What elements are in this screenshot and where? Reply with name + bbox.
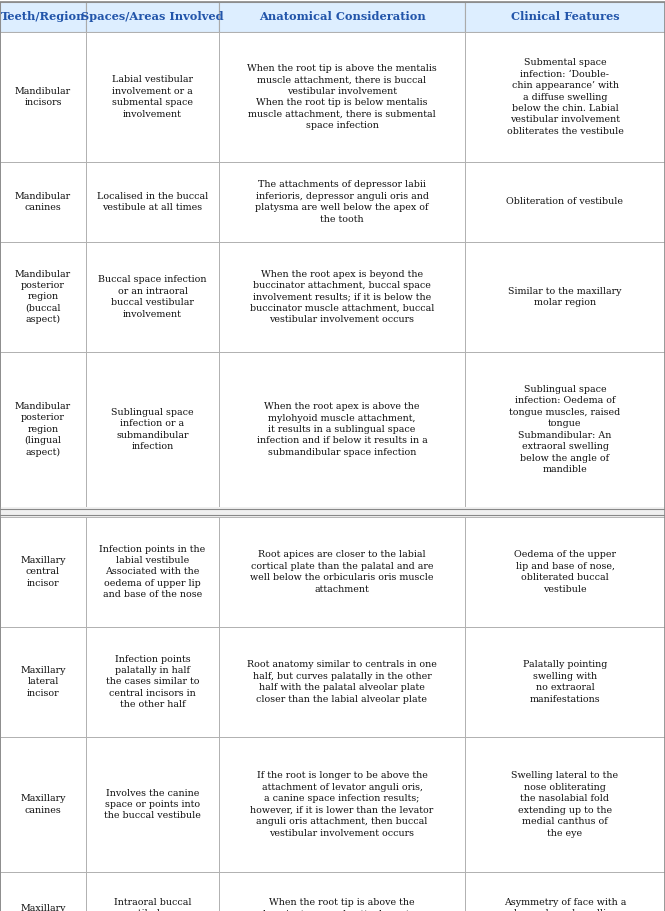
Text: Infection points
palatally in half
the cases similar to
central incisors in
the : Infection points palatally in half the c… [106,655,200,710]
Text: Obliteration of vestibule: Obliteration of vestibule [507,198,624,207]
Text: Sublingual space
infection or a
submandibular
infection: Sublingual space infection or a submandi… [111,408,194,451]
Bar [219,242,465,352]
Bar [465,872,665,911]
Bar [219,517,465,627]
Bar [0,352,86,507]
Bar [465,162,665,242]
Text: Similar to the maxillary
molar region: Similar to the maxillary molar region [508,287,622,307]
Bar [219,737,465,872]
Text: Anatomical Consideration: Anatomical Consideration [259,12,426,23]
Text: When the root apex is beyond the
buccinator attachment, buccal space
involvement: When the root apex is beyond the buccina… [250,270,434,324]
Bar [0,627,86,737]
Bar [0,2,86,32]
Bar [219,627,465,737]
Text: The attachments of depressor labii
inferioris, depressor anguli oris and
platysm: The attachments of depressor labii infer… [255,180,429,224]
Bar [86,32,219,162]
Text: Maxillary
posterior
region: Maxillary posterior region [20,904,66,911]
Text: If the root is longer to be above the
attachment of levator anguli oris,
a canin: If the root is longer to be above the at… [251,772,434,837]
Text: When the root tip is above the
buccinator muscle attachment, a
buccal space infe: When the root tip is above the buccinato… [248,898,436,911]
Text: Mandibular
posterior
region
(lingual
aspect): Mandibular posterior region (lingual asp… [15,402,71,457]
Bar [86,2,219,32]
Text: Mandibular
incisors: Mandibular incisors [15,87,71,107]
Bar [219,2,465,32]
Text: Asymmetry of face with a
dome-shaped swelling
on the cheeks with
periorbital oed: Asymmetry of face with a dome-shaped swe… [504,898,626,911]
Text: Swelling lateral to the
nose obliterating
the nasolabial fold
extending up to th: Swelling lateral to the nose obliteratin… [511,772,618,837]
Text: Submental space
infection: ‘Double-
chin appearance’ with
a diffuse swelling
bel: Submental space infection: ‘Double- chin… [507,58,624,136]
Bar [0,32,86,162]
Text: Spaces/Areas Involved: Spaces/Areas Involved [81,12,224,23]
Bar [219,872,465,911]
Bar [86,627,219,737]
Bar [465,32,665,162]
Bar [465,2,665,32]
Bar [0,737,86,872]
Text: Maxillary
canines: Maxillary canines [20,794,66,814]
Bar [465,352,665,507]
Text: When the root apex is above the
mylohyoid muscle attachment,
it results in a sub: When the root apex is above the mylohyoi… [257,402,428,457]
Bar [86,517,219,627]
Bar [465,517,665,627]
Text: Localised in the buccal
vestibule at all times: Localised in the buccal vestibule at all… [97,192,208,212]
Bar [219,352,465,507]
Bar [86,737,219,872]
Text: Teeth/Region: Teeth/Region [1,12,85,23]
Bar [219,162,465,242]
Text: Buccal space infection
or an intraoral
buccal vestibular
involvement: Buccal space infection or an intraoral b… [98,275,207,319]
Bar [0,162,86,242]
Bar [219,32,465,162]
Text: Palatally pointing
swelling with
no extraoral
manifestations: Palatally pointing swelling with no extr… [523,660,607,703]
Bar [86,162,219,242]
Text: Mandibular
posterior
region
(buccal
aspect): Mandibular posterior region (buccal aspe… [15,270,71,324]
Text: Maxillary
central
incisor: Maxillary central incisor [20,556,66,588]
Bar [0,872,86,911]
Bar [465,242,665,352]
Bar [0,517,86,627]
Text: Root anatomy similar to centrals in one
half, but curves palatally in the other
: Root anatomy similar to centrals in one … [247,660,437,703]
Bar [86,352,219,507]
Bar [86,872,219,911]
Bar [0,242,86,352]
Text: Labial vestibular
involvement or a
submental space
involvement: Labial vestibular involvement or a subme… [112,76,193,118]
Text: Sublingual space
infection: Oedema of
tongue muscles, raised
tongue
Submandibula: Sublingual space infection: Oedema of to… [509,385,620,474]
Text: Clinical Features: Clinical Features [511,12,619,23]
Text: Root apices are closer to the labial
cortical plate than the palatal and are
wel: Root apices are closer to the labial cor… [250,550,434,594]
Bar [86,242,219,352]
Bar [465,627,665,737]
Text: Involves the canine
space or points into
the buccal vestibule: Involves the canine space or points into… [104,789,201,821]
Text: Maxillary
lateral
incisor: Maxillary lateral incisor [20,666,66,698]
Text: Mandibular
canines: Mandibular canines [15,192,71,212]
Text: When the root tip is above the mentalis
muscle attachment, there is buccal
vesti: When the root tip is above the mentalis … [247,64,437,130]
Text: Intraoral buccal
vestibular or
a buccal space
involvement: Intraoral buccal vestibular or a buccal … [114,898,192,911]
Bar [0,507,665,517]
Text: Infection points in the
labial vestibule
Associated with the
oedema of upper lip: Infection points in the labial vestibule… [99,545,205,599]
Text: Oedema of the upper
lip and base of nose,
obliterated buccal
vestibule: Oedema of the upper lip and base of nose… [514,550,616,594]
Bar [465,737,665,872]
